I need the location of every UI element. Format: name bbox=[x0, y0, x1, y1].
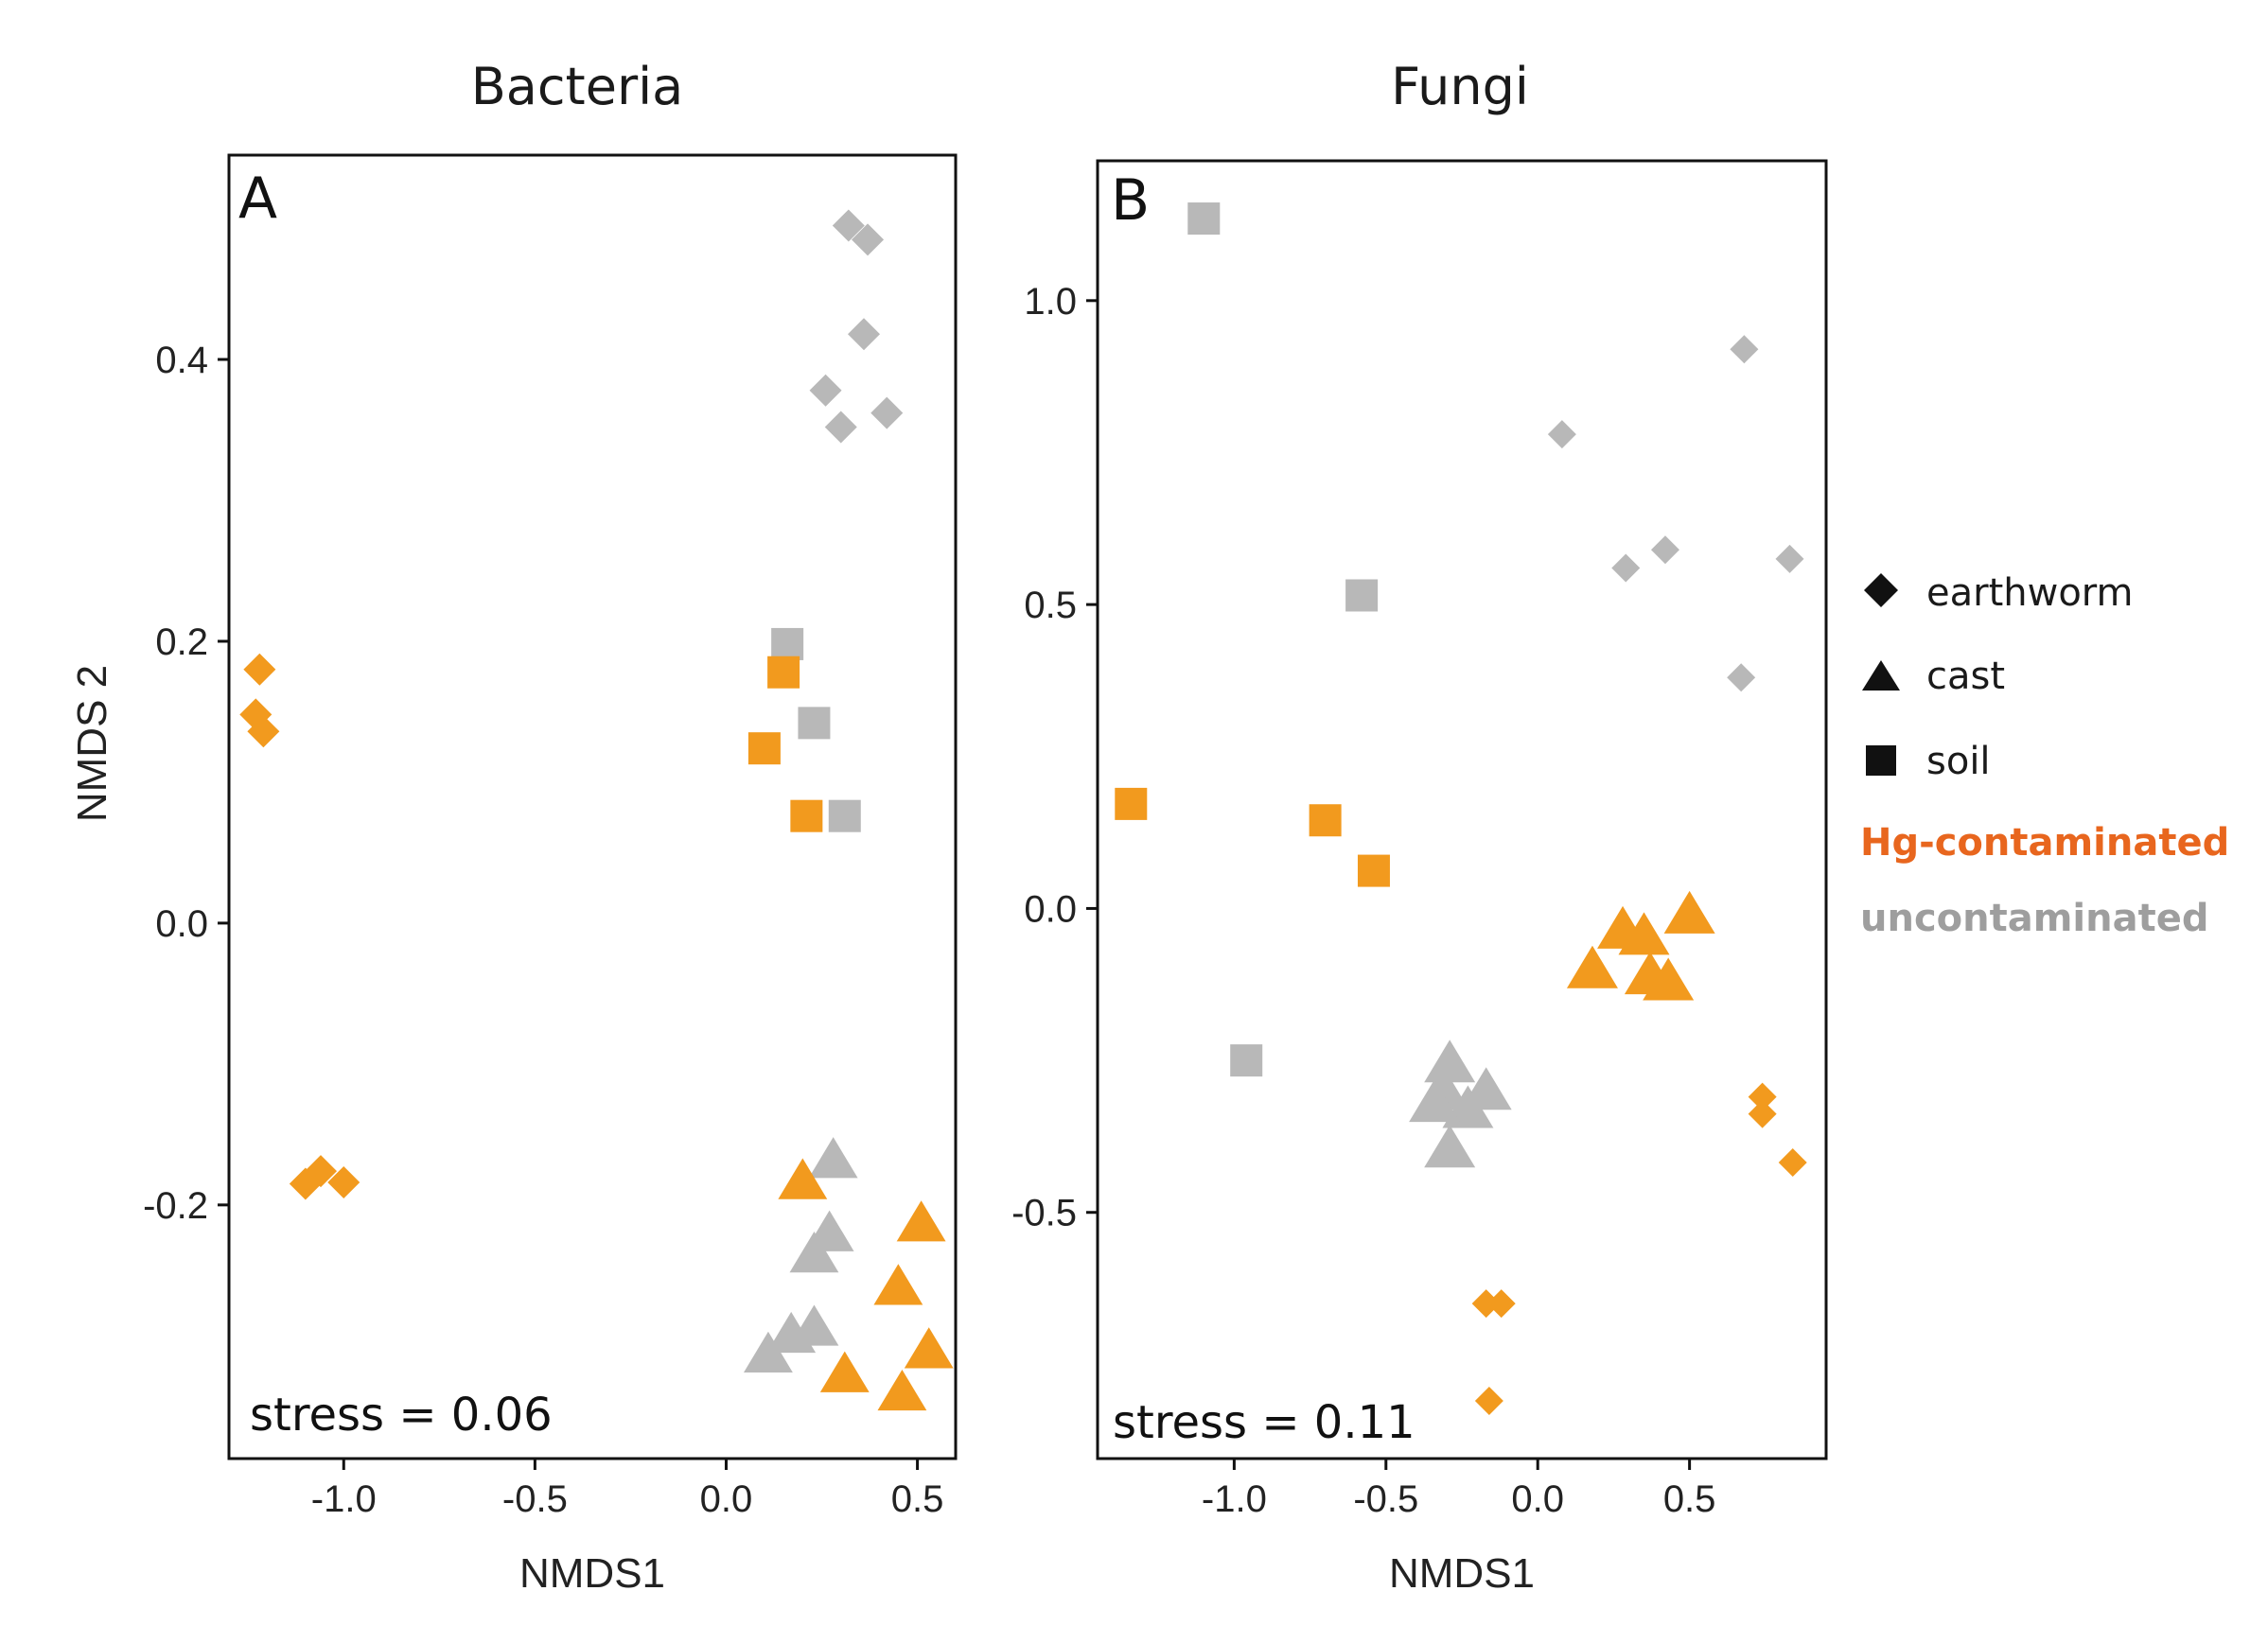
x-tick-label: 0.0 bbox=[700, 1478, 753, 1520]
legend-square-icon bbox=[1866, 745, 1896, 776]
legend-label-cast: cast bbox=[1926, 655, 2005, 698]
x-tick-label: -1.0 bbox=[1202, 1478, 1267, 1520]
point-triangle-contaminated bbox=[1643, 957, 1695, 1001]
point-square-contaminated bbox=[1115, 787, 1148, 820]
panel-a-title: Bacteria bbox=[471, 57, 684, 116]
legend-label-uncontaminated: uncontaminated bbox=[1860, 897, 2208, 940]
legend-diamond-icon bbox=[1864, 573, 1898, 607]
point-square-contaminated bbox=[1309, 804, 1342, 837]
y-tick-label: 0.0 bbox=[1024, 888, 1077, 930]
point-triangle-contaminated bbox=[1566, 945, 1618, 988]
x-tick-label: -0.5 bbox=[1353, 1478, 1418, 1520]
point-square-uncontaminated bbox=[828, 799, 861, 832]
point-triangle-contaminated bbox=[778, 1158, 828, 1199]
point-diamond-uncontaminated bbox=[1611, 553, 1641, 583]
point-square-contaminated bbox=[1357, 854, 1390, 887]
point-diamond-uncontaminated bbox=[1727, 663, 1756, 692]
point-diamond-uncontaminated bbox=[847, 318, 880, 351]
legend-label-earthworm: earthworm bbox=[1926, 571, 2134, 615]
panel-b-x-axis: -1.0 -0.5 0.0 0.5 bbox=[1202, 1459, 1716, 1520]
point-diamond-contaminated bbox=[243, 653, 276, 686]
panel-b-plot-frame bbox=[1096, 159, 1828, 1460]
point-triangle-contaminated bbox=[1618, 912, 1670, 955]
legend-triangle-icon bbox=[1862, 660, 1900, 691]
point-triangle-contaminated bbox=[819, 1351, 870, 1392]
point-diamond-contaminated bbox=[305, 1155, 338, 1188]
point-square-uncontaminated bbox=[771, 627, 804, 660]
panel-a-x-label: NMDS1 bbox=[519, 1550, 665, 1597]
point-diamond-contaminated bbox=[1474, 1386, 1503, 1415]
legend-item-cast: cast bbox=[1862, 655, 2005, 698]
y-tick-label: -0.2 bbox=[143, 1185, 208, 1227]
panel-fungi: Fungi B -1.0 -0.5 0.0 0.5 -0.5 0.0 0.5 1.0 str… bbox=[1011, 57, 1828, 1597]
x-tick-label: 0.5 bbox=[1663, 1478, 1716, 1520]
point-square-uncontaminated bbox=[1187, 202, 1221, 236]
panel-b-letter: B bbox=[1111, 167, 1150, 234]
legend-label-soil: soil bbox=[1926, 740, 1991, 783]
panel-a-letter: A bbox=[238, 166, 277, 232]
panel-a-y-axis: -0.2 0.0 0.2 0.4 bbox=[143, 340, 229, 1227]
point-triangle-uncontaminated bbox=[789, 1304, 839, 1346]
point-diamond-uncontaminated bbox=[852, 223, 885, 256]
point-triangle-uncontaminated bbox=[1424, 1040, 1476, 1083]
x-tick-label: 0.5 bbox=[891, 1478, 944, 1520]
point-square-uncontaminated bbox=[1230, 1044, 1263, 1077]
point-diamond-uncontaminated bbox=[1730, 335, 1759, 364]
point-triangle-uncontaminated bbox=[1424, 1125, 1476, 1168]
point-diamond-uncontaminated bbox=[1650, 535, 1679, 565]
point-diamond-contaminated bbox=[1486, 1289, 1516, 1319]
panel-a-stress: stress = 0.06 bbox=[250, 1389, 553, 1442]
point-diamond-contaminated bbox=[1778, 1148, 1807, 1178]
point-triangle-contaminated bbox=[896, 1200, 946, 1242]
legend: earthworm cast soil Hg-contaminated unco… bbox=[1860, 571, 2229, 940]
y-tick-label: 0.4 bbox=[155, 340, 208, 381]
panel-a-y-label: NMDS 2 bbox=[69, 665, 115, 822]
panel-a-x-axis: -1.0 -0.5 0.0 0.5 bbox=[311, 1459, 944, 1520]
point-triangle-uncontaminated bbox=[789, 1231, 839, 1273]
point-square-contaminated bbox=[747, 732, 781, 765]
panel-b-y-axis: -0.5 0.0 0.5 1.0 bbox=[1011, 281, 1098, 1234]
panel-a-plot-frame bbox=[227, 153, 958, 1460]
point-triangle-contaminated bbox=[873, 1264, 923, 1305]
point-diamond-contaminated bbox=[1471, 1289, 1501, 1319]
panel-bacteria: Bacteria A -1.0 -0.5 0.0 0.5 -0.20.00.20.4 … bbox=[69, 57, 958, 1597]
point-triangle-contaminated bbox=[1663, 890, 1715, 934]
point-diamond-uncontaminated bbox=[832, 209, 865, 242]
point-diamond-uncontaminated bbox=[1775, 544, 1804, 573]
point-diamond-contaminated bbox=[1748, 1099, 1777, 1128]
legend-item-earthworm: earthworm bbox=[1864, 571, 2134, 615]
point-diamond-uncontaminated bbox=[1547, 420, 1576, 449]
panel-b-points bbox=[1115, 202, 1807, 1415]
point-triangle-uncontaminated bbox=[1409, 1079, 1461, 1123]
point-triangle-contaminated bbox=[877, 1369, 927, 1411]
point-diamond-contaminated bbox=[1748, 1082, 1777, 1111]
point-diamond-uncontaminated bbox=[870, 396, 904, 429]
x-tick-label: -0.5 bbox=[502, 1478, 568, 1520]
point-diamond-uncontaminated bbox=[824, 411, 857, 444]
point-square-uncontaminated bbox=[798, 707, 831, 740]
point-triangle-contaminated bbox=[904, 1327, 954, 1369]
y-tick-label: 0.2 bbox=[155, 621, 208, 663]
point-triangle-uncontaminated bbox=[744, 1331, 793, 1372]
panel-b-title: Fungi bbox=[1391, 57, 1529, 116]
y-tick-label: 0.0 bbox=[155, 903, 208, 945]
panel-a-points bbox=[239, 209, 954, 1411]
point-diamond-contaminated bbox=[247, 715, 280, 748]
point-square-uncontaminated bbox=[1345, 579, 1379, 612]
x-tick-label: 0.0 bbox=[1511, 1478, 1564, 1520]
point-diamond-contaminated bbox=[327, 1166, 360, 1199]
y-tick-label: 1.0 bbox=[1024, 281, 1077, 323]
y-tick-label: -0.5 bbox=[1011, 1193, 1077, 1234]
point-square-contaminated bbox=[767, 656, 800, 689]
panel-b-x-label: NMDS1 bbox=[1389, 1550, 1535, 1597]
panel-b-stress: stress = 0.11 bbox=[1113, 1396, 1415, 1449]
point-triangle-uncontaminated bbox=[808, 1137, 858, 1179]
y-tick-label: 0.5 bbox=[1024, 585, 1077, 626]
point-diamond-uncontaminated bbox=[809, 374, 842, 407]
legend-item-soil: soil bbox=[1866, 740, 1991, 783]
legend-label-hg-contaminated: Hg-contaminated bbox=[1860, 821, 2229, 865]
point-square-contaminated bbox=[790, 799, 823, 832]
x-tick-label: -1.0 bbox=[311, 1478, 377, 1520]
